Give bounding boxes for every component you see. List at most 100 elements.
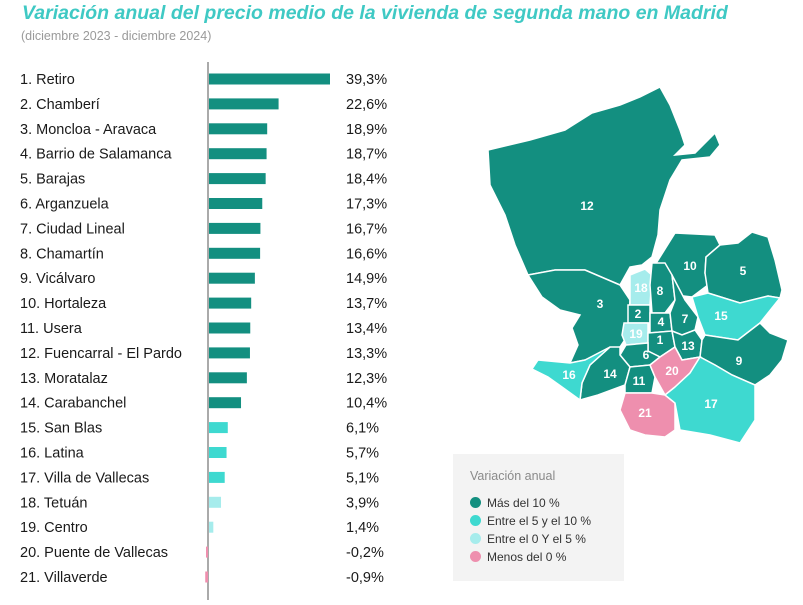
legend-swatch bbox=[470, 551, 481, 562]
map-label-12: 12 bbox=[580, 199, 594, 213]
value-label: 1,4% bbox=[346, 520, 379, 536]
bar bbox=[209, 347, 250, 359]
category-label: 16. Latina bbox=[20, 446, 85, 462]
category-label: 6. Arganzuela bbox=[20, 197, 110, 213]
map-legend: Variación anual Más del 10 % Entre el 5 … bbox=[453, 454, 624, 581]
category-label: 4. Barrio de Salamanca bbox=[20, 147, 172, 163]
map-label-14: 14 bbox=[603, 367, 617, 381]
bar bbox=[209, 173, 266, 185]
map-label-11: 11 bbox=[633, 374, 646, 388]
value-label: 6,1% bbox=[346, 421, 379, 437]
legend-item-entre-5-10: Entre el 5 y el 10 % bbox=[470, 514, 591, 528]
map-label-7: 7 bbox=[682, 312, 689, 326]
map-label-16: 16 bbox=[562, 368, 576, 382]
category-label: 5. Barajas bbox=[20, 172, 85, 188]
madrid-district-map: 12 10 5 3 18 8 2 4 7 15 19 1 13 6 9 14 1… bbox=[487, 86, 789, 444]
bar bbox=[209, 521, 214, 533]
category-label: 9. Vicálvaro bbox=[20, 271, 96, 287]
bar bbox=[209, 322, 251, 334]
chart-title: Variación anual del precio medio de la v… bbox=[22, 2, 728, 24]
map-label-17: 17 bbox=[704, 397, 718, 411]
category-label: 11. Usera bbox=[20, 321, 83, 337]
category-label: 13. Moratalaz bbox=[20, 371, 108, 387]
map-label-9: 9 bbox=[736, 354, 743, 368]
map-district-15 bbox=[691, 292, 782, 341]
map-label-5: 5 bbox=[740, 264, 747, 278]
bar bbox=[209, 272, 255, 284]
value-label: 13,7% bbox=[346, 296, 387, 312]
bar bbox=[209, 123, 268, 135]
bar bbox=[209, 447, 227, 458]
category-label: 3. Moncloa - Aravaca bbox=[20, 122, 157, 138]
value-label: -0,2% bbox=[346, 545, 384, 561]
chart-subtitle: (diciembre 2023 - diciembre 2024) bbox=[21, 29, 212, 43]
value-label: 5,7% bbox=[346, 446, 379, 462]
bar bbox=[209, 297, 252, 309]
map-district-17 bbox=[663, 356, 756, 444]
bar bbox=[206, 546, 208, 558]
bar-chart: 1. Retiro 39,3% 2. Chamberí 22,6% 3. Moncloa… bbox=[20, 62, 387, 600]
category-label: 18. Tetuán bbox=[20, 495, 87, 511]
value-label: 10,4% bbox=[346, 396, 387, 412]
map-label-3: 3 bbox=[597, 297, 604, 311]
category-label: 8. Chamartín bbox=[20, 246, 104, 262]
legend-label: Más del 10 % bbox=[487, 496, 560, 510]
value-label: 3,9% bbox=[346, 495, 379, 511]
value-label: 22,6% bbox=[346, 97, 387, 113]
map-label-18: 18 bbox=[634, 281, 648, 295]
value-label: 12,3% bbox=[346, 371, 387, 387]
legend-label: Entre el 0 Y el 5 % bbox=[487, 532, 586, 546]
value-label: 18,9% bbox=[346, 122, 387, 138]
category-label: 1. Retiro bbox=[20, 72, 75, 88]
legend-swatch bbox=[470, 497, 481, 508]
map-label-13: 13 bbox=[681, 339, 695, 353]
bar bbox=[209, 372, 247, 384]
category-label: 21. Villaverde bbox=[20, 570, 108, 586]
category-label: 12. Fuencarral - El Pardo bbox=[20, 346, 182, 362]
bar bbox=[209, 148, 267, 160]
value-label: 5,1% bbox=[346, 470, 379, 486]
value-label: 14,9% bbox=[346, 271, 387, 287]
map-district-8 bbox=[649, 262, 676, 314]
bar bbox=[209, 471, 225, 483]
bar bbox=[209, 422, 228, 434]
category-label: 19. Centro bbox=[20, 520, 88, 536]
category-label: 2. Chamberí bbox=[20, 97, 100, 113]
legend-label: Menos del 0 % bbox=[487, 550, 567, 564]
legend-swatch bbox=[470, 515, 481, 526]
value-label: 17,3% bbox=[346, 197, 387, 213]
map-label-8: 8 bbox=[657, 284, 664, 298]
map-label-6: 6 bbox=[643, 348, 650, 362]
legend-title: Variación anual bbox=[470, 469, 556, 483]
legend-item-menos-0: Menos del 0 % bbox=[470, 550, 566, 564]
value-label: -0,9% bbox=[346, 570, 384, 586]
bar bbox=[209, 222, 261, 234]
map-label-15: 15 bbox=[714, 309, 728, 323]
value-label: 16,6% bbox=[346, 246, 387, 262]
map-label-1: 1 bbox=[657, 333, 664, 347]
bar bbox=[209, 247, 261, 259]
category-label: 20. Puente de Vallecas bbox=[20, 545, 168, 561]
value-label: 18,4% bbox=[346, 172, 387, 188]
category-label: 14. Carabanchel bbox=[20, 396, 126, 412]
map-label-21: 21 bbox=[638, 406, 652, 420]
bar bbox=[209, 73, 330, 85]
bar bbox=[209, 198, 263, 209]
category-label: 17. Villa de Vallecas bbox=[20, 470, 149, 486]
category-label: 10. Hortaleza bbox=[20, 296, 107, 312]
legend-label: Entre el 5 y el 10 % bbox=[487, 514, 592, 528]
category-label: 15. San Blas bbox=[20, 421, 102, 437]
map-label-4: 4 bbox=[658, 315, 665, 329]
value-label: 13,4% bbox=[346, 321, 387, 337]
value-label: 18,7% bbox=[346, 147, 387, 163]
bar bbox=[209, 496, 222, 508]
value-label: 16,7% bbox=[346, 221, 387, 237]
legend-item-entre-0-5: Entre el 0 Y el 5 % bbox=[470, 532, 586, 546]
legend-swatch bbox=[470, 533, 481, 544]
map-district-16 bbox=[530, 346, 611, 402]
value-label: 39,3% bbox=[346, 72, 387, 88]
legend-item-mas-10: Más del 10 % bbox=[470, 496, 560, 510]
bar bbox=[209, 397, 242, 409]
map-district-21 bbox=[619, 392, 676, 438]
category-label: 7. Ciudad Lineal bbox=[20, 221, 125, 237]
